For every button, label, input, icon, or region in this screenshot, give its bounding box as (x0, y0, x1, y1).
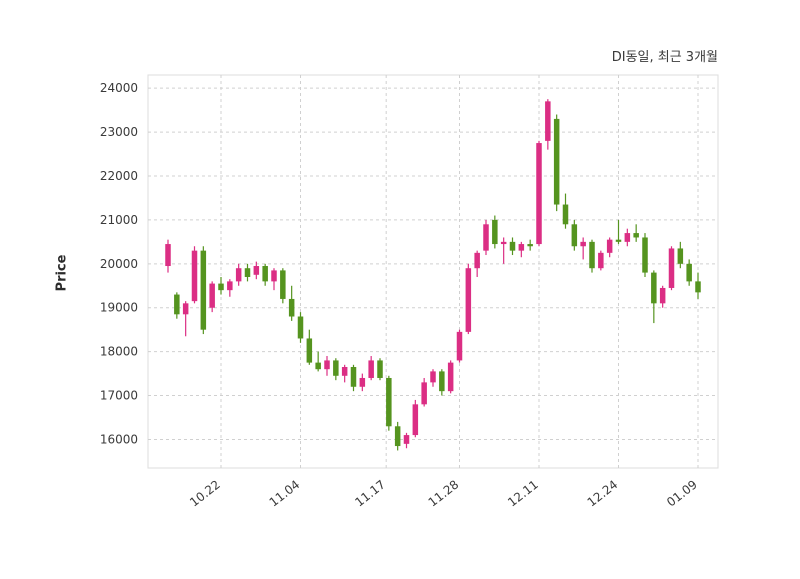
candle-body (545, 101, 551, 141)
candle-body (686, 263, 692, 282)
candle-body (677, 248, 684, 264)
chart-title: DI동일, 최근 3개월 (611, 50, 718, 65)
y-tick-label: 21000 (100, 213, 138, 227)
candle-body (368, 360, 374, 378)
candle-body (218, 283, 224, 291)
candle-body (659, 287, 666, 304)
candle-body (633, 233, 639, 238)
candle-body (598, 252, 604, 269)
candle-body (651, 272, 657, 304)
candle-body (394, 426, 401, 447)
candle-body (324, 360, 330, 370)
y-tick-label: 16000 (100, 432, 138, 446)
candle-body (359, 377, 366, 387)
candle-body (244, 268, 251, 277)
candle-body (465, 268, 472, 332)
candle-body (297, 316, 304, 339)
candle-body (624, 233, 631, 242)
candle-body (642, 237, 648, 273)
candle-body (403, 435, 410, 444)
candle-body (447, 362, 454, 392)
y-tick-label: 22000 (100, 169, 138, 183)
candle-body (333, 360, 339, 376)
candle-body (209, 283, 215, 308)
x-tick-label: 01.09 (664, 477, 700, 509)
x-tick-label: 11.28 (426, 477, 462, 509)
candle-body (589, 241, 595, 269)
y-tick-label: 20000 (100, 257, 138, 271)
candle-body (191, 250, 198, 302)
plot-frame (147, 74, 719, 469)
candle-body (280, 270, 286, 299)
candle-body (536, 143, 542, 245)
candle-body (439, 371, 445, 392)
candle-body (350, 367, 357, 387)
candle-body (341, 367, 348, 376)
candle-body (306, 338, 313, 363)
y-tick-label: 23000 (100, 125, 138, 139)
candle-body (615, 239, 622, 242)
candle-body (553, 118, 560, 205)
y-axis-label: Price (54, 254, 70, 292)
candle-body (227, 281, 233, 291)
candle-body (509, 241, 516, 251)
candle-body (412, 404, 419, 436)
x-tick-label: 12.24 (585, 477, 621, 509)
candle-body (518, 244, 525, 251)
candle-body (580, 241, 586, 247)
candle-body (386, 377, 392, 427)
candle-body (527, 244, 533, 247)
x-tick-label: 12.11 (505, 477, 541, 509)
candle-body (571, 224, 578, 247)
candle-body (235, 268, 242, 282)
candle-body (606, 239, 613, 253)
y-tick-label: 19000 (100, 301, 138, 315)
candle-body (668, 248, 675, 288)
x-tick-label: 11.04 (267, 477, 303, 509)
candle-body (315, 362, 321, 370)
x-tick-label: 11.17 (352, 477, 388, 509)
y-tick-label: 17000 (100, 389, 138, 403)
candle-body (695, 281, 701, 293)
candle-body (562, 204, 569, 225)
candle-body (474, 252, 480, 269)
candle-body (271, 270, 277, 282)
candle-body (421, 382, 427, 405)
candle-body (253, 266, 260, 275)
candle-body (182, 303, 189, 315)
y-tick-label: 18000 (100, 345, 138, 359)
candle-body (492, 219, 498, 245)
candle-body (200, 250, 207, 330)
candle-body (174, 294, 180, 315)
candle-body (430, 371, 436, 383)
y-tick-label: 24000 (100, 81, 138, 95)
x-tick-label: 10.22 (187, 477, 223, 509)
candle-body (500, 241, 507, 245)
candle-body (483, 224, 489, 251)
candle-body (456, 331, 463, 361)
candle-body (377, 360, 383, 378)
candle-body (262, 266, 268, 282)
candle-body (165, 244, 171, 267)
candle-body (288, 298, 295, 317)
